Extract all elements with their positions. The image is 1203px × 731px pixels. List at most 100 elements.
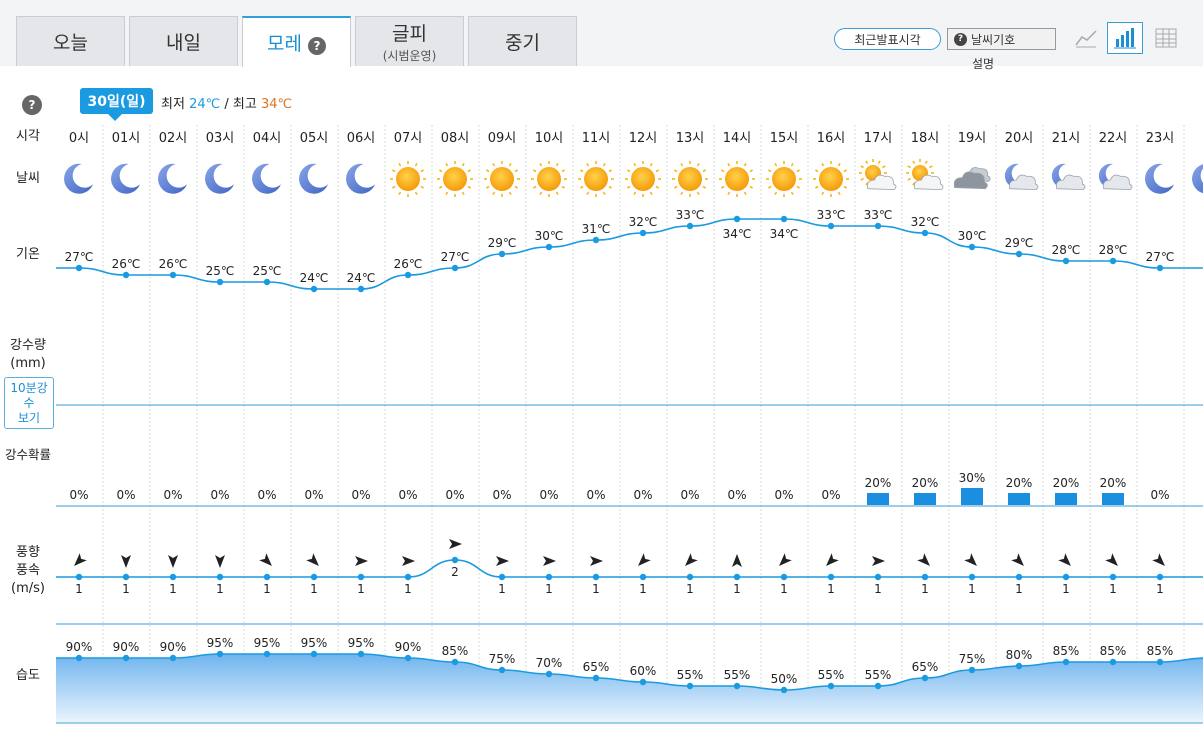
humidity-label: 85% <box>1147 644 1174 658</box>
sun-ray <box>633 163 637 167</box>
wind-direction-arrow-icon <box>355 556 368 566</box>
precip-label: 0% <box>586 488 605 502</box>
humidity-point <box>733 682 741 690</box>
sun-ray <box>492 163 496 167</box>
sun-ray <box>727 191 731 195</box>
temperature-label: 27℃ <box>441 250 470 264</box>
line-chart-view-button[interactable] <box>1068 22 1104 54</box>
sun-ray <box>727 163 731 167</box>
hour-label: 23시 <box>1146 131 1175 146</box>
max-label: 최고 <box>232 97 257 112</box>
cloud-shape <box>1102 174 1133 191</box>
sun-ray <box>608 169 612 173</box>
table-view-button[interactable] <box>1148 22 1184 54</box>
moon-icon <box>299 163 328 194</box>
temperature-label: 24℃ <box>347 271 376 285</box>
sun-icon <box>719 161 755 197</box>
sun-ray <box>508 191 512 195</box>
tab-label-wrap: 모레 ? <box>267 29 326 56</box>
sun-ray <box>514 169 518 173</box>
sun-ray <box>696 163 700 167</box>
ten-minute-rain-button[interactable]: 10분강수 보기 <box>4 377 54 429</box>
weather-symbol-button[interactable]: ? 날씨기호 <box>947 28 1056 50</box>
bar-chart-view-button[interactable] <box>1107 22 1143 54</box>
temperature-label: 29℃ <box>1005 236 1034 250</box>
wind-direction-arrow-icon <box>779 553 792 566</box>
sun-ray <box>539 163 543 167</box>
humidity-point <box>216 650 224 658</box>
wind-speed-label: 1 <box>263 582 271 596</box>
min-value: 24℃ <box>189 97 221 112</box>
help-icon[interactable]: ? <box>308 37 326 55</box>
recent-release-button[interactable]: 최근발표시각 <box>834 28 941 50</box>
humidity-label: 95% <box>254 636 281 650</box>
wind-speed-point <box>1015 573 1023 581</box>
tab-midterm[interactable]: 중기 <box>468 16 577 66</box>
sun-ray <box>420 169 424 173</box>
wind-speed-point <box>592 573 600 581</box>
temperature-point <box>1156 264 1164 272</box>
precip-label: 0% <box>210 488 229 502</box>
sun-ray <box>586 163 590 167</box>
moon-shape <box>346 163 375 194</box>
wind-speed-label: 1 <box>357 582 365 596</box>
sun-ray <box>555 163 559 167</box>
wind-direction-arrow-icon <box>732 554 742 567</box>
humidity-label: 90% <box>395 640 422 654</box>
temperature-point <box>874 222 882 230</box>
moon-shape <box>1145 163 1174 194</box>
sun-ray <box>649 191 653 195</box>
tab-sublabel: (시범운영) <box>382 49 437 63</box>
sun-cloud-icon <box>906 159 944 191</box>
wind-speed-point <box>1109 573 1117 581</box>
humidity-point <box>780 686 788 694</box>
humidity-label: 70% <box>536 656 563 670</box>
cloud-shape <box>1055 174 1086 191</box>
humidity-point <box>498 666 506 674</box>
wind-speed-point <box>874 573 882 581</box>
hour-label: 07시 <box>394 131 423 146</box>
tab-three-days[interactable]: 글피 (시범운영) <box>355 16 464 66</box>
temperature-label: 31℃ <box>582 222 611 236</box>
sun-ray <box>414 163 418 167</box>
humidity-label: 55% <box>677 668 704 682</box>
temperature-label: 29℃ <box>488 236 517 250</box>
wind-direction-arrow-icon <box>826 553 839 566</box>
moon-icon <box>158 163 187 194</box>
temperature-point <box>592 236 600 244</box>
wind-label-line1: 풍향 <box>16 545 40 560</box>
moon-cloud-icon <box>1098 163 1133 191</box>
hour-label: 19시 <box>958 131 987 146</box>
table-icon <box>1155 28 1177 48</box>
temperature-point <box>1015 250 1023 258</box>
hour-label: 13시 <box>676 131 705 146</box>
temperature-point <box>827 222 835 230</box>
tab-tomorrow[interactable]: 내일 <box>129 16 238 66</box>
precip-bar <box>914 493 936 505</box>
sun-ray <box>461 163 465 167</box>
sun-ray <box>790 163 794 167</box>
humidity-point <box>1062 658 1070 666</box>
sun-icon <box>625 161 661 197</box>
sun-ray <box>533 169 537 173</box>
precip-bar <box>1102 493 1124 505</box>
temperature-point <box>733 215 741 223</box>
temperature-label: 24℃ <box>300 271 329 285</box>
sun-ray <box>467 185 471 189</box>
humidity-point <box>263 650 271 658</box>
tab-today[interactable]: 오늘 <box>16 16 125 66</box>
wind-speed-point <box>357 573 365 581</box>
sun-ray <box>929 165 933 169</box>
wind-direction-arrow-icon <box>917 553 930 566</box>
line-chart-icon <box>1075 30 1097 48</box>
tab-day-after-tomorrow[interactable]: 모레 ? <box>242 16 351 67</box>
hour-label: 14시 <box>723 131 752 146</box>
sun-ray <box>392 185 396 189</box>
precip-label: 0% <box>633 488 652 502</box>
moon-shape <box>111 163 140 194</box>
humidity-point <box>592 674 600 682</box>
temperature-label: 32℃ <box>911 215 940 229</box>
wind-speed-label: 1 <box>545 582 553 596</box>
help-icon[interactable]: ? <box>22 95 42 115</box>
